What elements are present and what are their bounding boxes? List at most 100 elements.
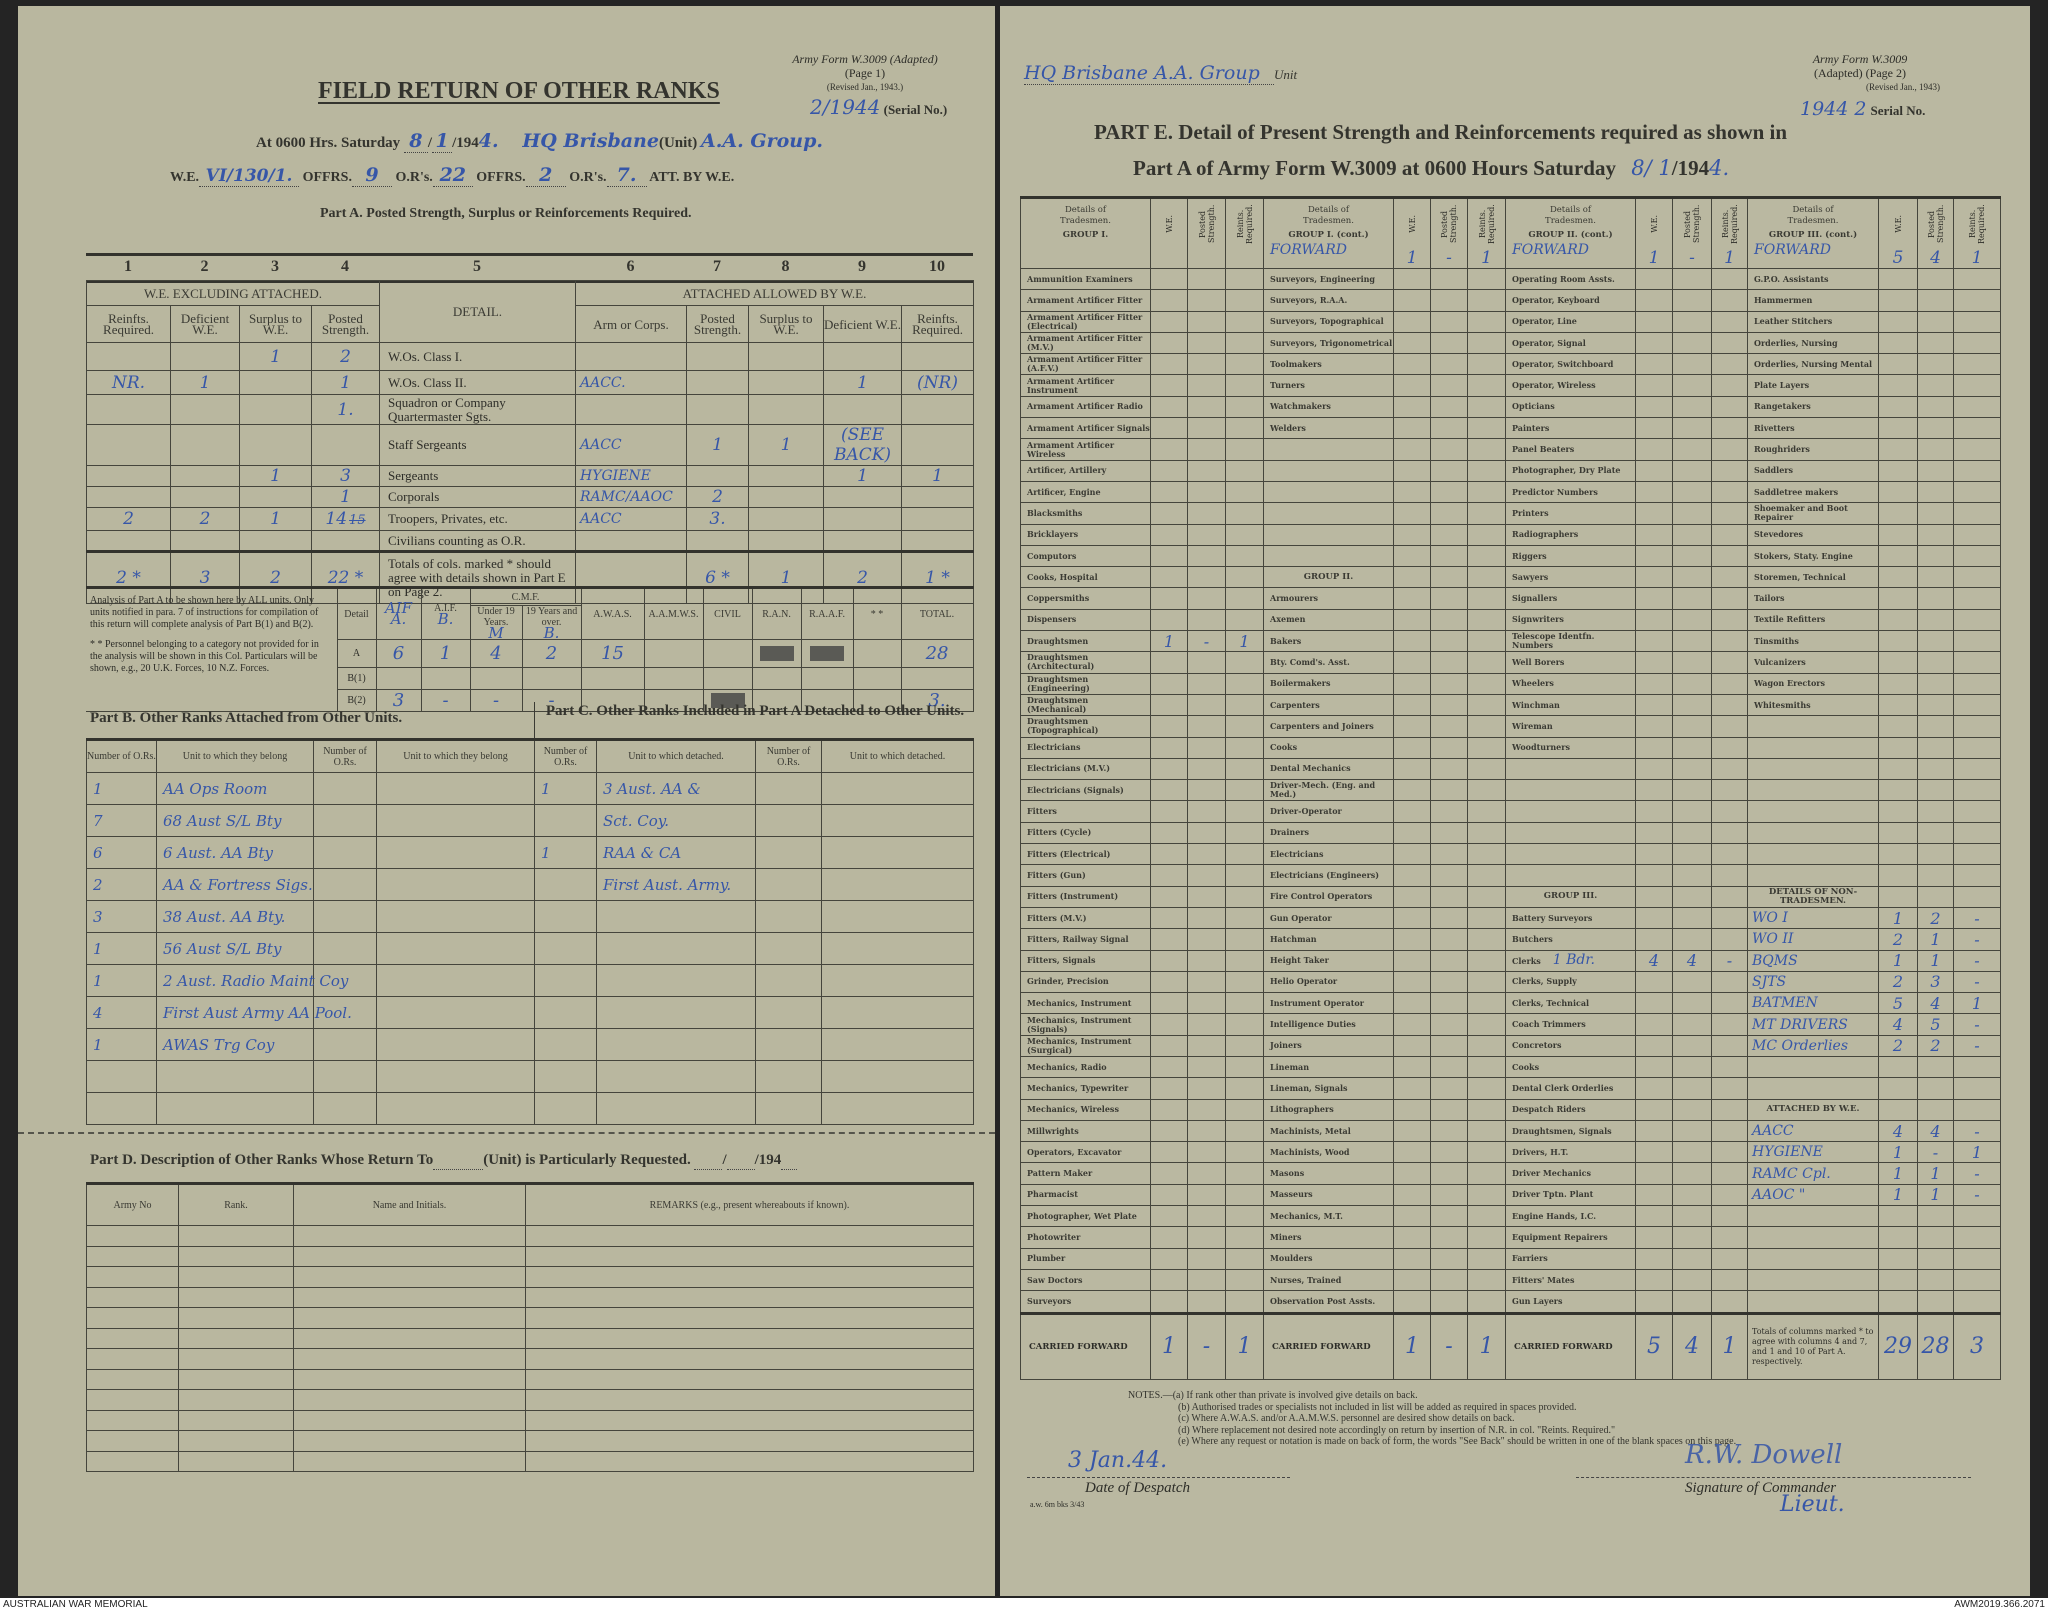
trade-value[interactable]: 3 [1917, 970, 1954, 994]
trade-value[interactable] [1430, 523, 1468, 546]
trade-value[interactable] [1711, 438, 1748, 461]
trade-value[interactable]: - [1953, 949, 2001, 972]
trade-value[interactable] [1672, 736, 1712, 759]
trade-value[interactable] [1711, 587, 1748, 610]
trade-value[interactable] [1953, 1226, 2001, 1249]
trade-value[interactable] [1187, 459, 1226, 482]
trade-value[interactable] [1711, 1162, 1748, 1185]
trade-value[interactable]: 4 [1635, 949, 1673, 972]
trade-value[interactable] [1635, 289, 1673, 312]
trade-value[interactable] [1430, 970, 1468, 994]
trade-value[interactable] [1878, 523, 1918, 546]
trade-value[interactable] [1953, 267, 2001, 291]
trade-value[interactable] [1225, 1077, 1264, 1100]
trade-value[interactable] [1711, 843, 1748, 866]
trade-value[interactable] [1150, 843, 1188, 866]
part-d-cell[interactable] [86, 1245, 179, 1267]
trade-value[interactable] [1467, 928, 1506, 951]
trade-value[interactable] [1150, 608, 1188, 632]
trade-value[interactable] [1635, 800, 1673, 823]
trade-value[interactable] [1467, 1034, 1506, 1057]
trade-value[interactable] [1430, 459, 1468, 482]
trade-value[interactable] [1711, 1098, 1748, 1121]
trade-value[interactable] [1187, 736, 1226, 759]
trade-value[interactable] [1225, 459, 1264, 482]
trade-value[interactable] [1150, 544, 1188, 568]
trade-value[interactable] [1917, 566, 1954, 589]
part-d-cell[interactable] [525, 1389, 974, 1411]
trade-value[interactable] [1878, 438, 1918, 461]
trade-value[interactable] [1187, 1290, 1226, 1314]
trade-value[interactable] [1467, 1077, 1506, 1100]
trade-value[interactable] [1878, 310, 1918, 333]
trade-value[interactable] [1393, 800, 1431, 823]
trade-value[interactable]: 1 [1917, 1183, 1954, 1207]
part-d-cell[interactable] [525, 1450, 974, 1472]
trade-value[interactable] [1672, 630, 1712, 653]
trade-value[interactable] [1187, 523, 1226, 546]
part-d-cell[interactable] [178, 1368, 294, 1390]
trade-value[interactable] [1187, 310, 1226, 333]
trade-value[interactable] [1635, 566, 1673, 589]
trade-value[interactable] [1953, 459, 2001, 482]
part-d-cell[interactable] [293, 1368, 526, 1390]
trade-value[interactable] [1430, 587, 1468, 610]
trade-value[interactable] [1187, 1247, 1226, 1270]
trade-value[interactable] [1635, 374, 1673, 397]
trade-value[interactable] [1672, 267, 1712, 291]
part-d-year-blank[interactable] [781, 1152, 798, 1170]
trade-value[interactable] [1187, 544, 1226, 568]
trade-value[interactable]: - [1917, 1141, 1954, 1164]
trade-value[interactable] [1430, 1205, 1468, 1228]
trade-value[interactable] [1953, 864, 2001, 887]
part-d-cell[interactable] [86, 1266, 179, 1288]
trade-value[interactable]: - [1711, 949, 1748, 972]
trade-value[interactable]: 1 [1953, 992, 2001, 1015]
trade-value[interactable] [1711, 651, 1748, 674]
trade-value[interactable] [1672, 992, 1712, 1015]
trade-value[interactable] [1953, 715, 2001, 738]
trade-value[interactable] [1953, 736, 2001, 759]
trade-value[interactable]: - [1953, 1162, 2001, 1185]
trade-value[interactable] [1711, 693, 1748, 717]
trade-value[interactable] [1672, 1141, 1712, 1164]
part-b-unit-2[interactable] [376, 1028, 535, 1061]
trade-value[interactable] [1672, 928, 1712, 951]
trade-value[interactable] [1430, 843, 1468, 866]
trade-value[interactable] [1635, 502, 1673, 525]
trade-value[interactable] [1393, 587, 1431, 610]
trade-value[interactable] [1430, 715, 1468, 738]
trade-value[interactable] [1187, 267, 1226, 291]
trade-value[interactable] [1635, 1247, 1673, 1270]
trade-value[interactable] [1711, 331, 1748, 355]
trade-value[interactable]: 1 [1878, 1141, 1918, 1164]
part-d-cell[interactable] [86, 1307, 179, 1329]
trade-value[interactable] [1225, 1055, 1264, 1079]
trade-value[interactable] [1225, 310, 1264, 333]
part-c-unit-2[interactable] [821, 964, 974, 997]
trade-value[interactable] [1430, 1077, 1468, 1100]
trade-value[interactable] [1225, 757, 1264, 781]
trade-value[interactable] [1430, 1055, 1468, 1079]
trade-value[interactable] [1467, 267, 1506, 291]
trade-value[interactable] [1917, 353, 1954, 376]
trade-value[interactable] [1393, 566, 1431, 589]
trade-value[interactable] [1187, 480, 1226, 504]
part-b-number-2[interactable] [313, 804, 377, 837]
trade-value[interactable] [1225, 587, 1264, 610]
trade-value[interactable] [1430, 1183, 1468, 1207]
trade-value[interactable] [1878, 1226, 1918, 1249]
trade-value[interactable] [1711, 310, 1748, 333]
trade-value[interactable] [1917, 417, 1954, 440]
trade-value[interactable] [1187, 502, 1226, 525]
trade-value[interactable] [1917, 289, 1954, 312]
trade-value[interactable] [1635, 1034, 1673, 1057]
part-b-number-2[interactable] [313, 836, 377, 869]
trade-value[interactable] [1430, 395, 1468, 419]
trade-value[interactable] [1225, 523, 1264, 546]
trade-value[interactable] [1711, 1247, 1748, 1270]
trade-value[interactable]: 4 [1878, 1013, 1918, 1036]
trade-value[interactable] [1953, 544, 2001, 568]
trade-value[interactable] [1878, 480, 1918, 504]
part-c-number-2[interactable] [755, 772, 822, 805]
